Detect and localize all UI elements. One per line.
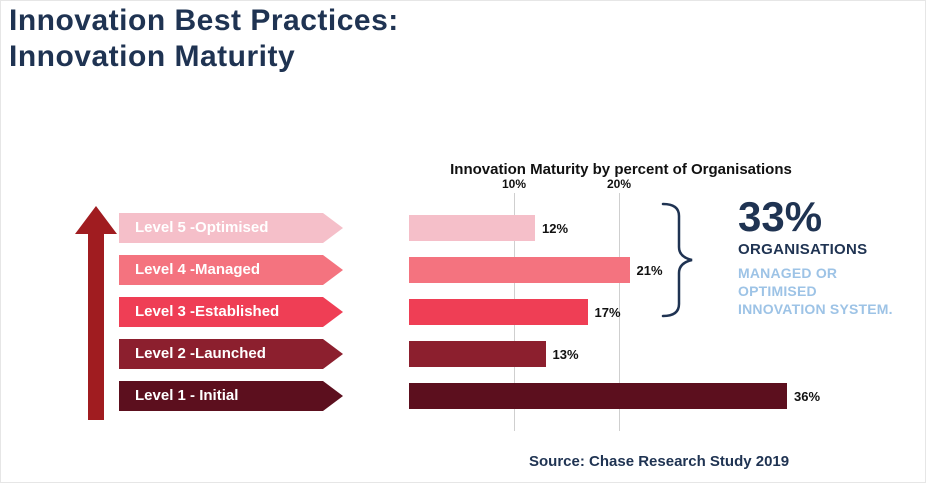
level-label: Level 1 - Initial xyxy=(119,381,343,411)
bar-row: 36% xyxy=(409,381,820,411)
annotation-label: ORGANISATIONS xyxy=(738,241,868,259)
bar-value-label: 12% xyxy=(542,220,569,236)
gridline xyxy=(619,193,620,431)
chart-area: 12% 21% 17% 13% 36% xyxy=(409,193,829,431)
bars-container: 12% 21% 17% 13% 36% xyxy=(409,213,820,411)
source-text: Source: Chase Research Study 2019 xyxy=(529,453,790,470)
axis-tick-label: 10% xyxy=(501,177,527,191)
annotation-block: 33% ORGANISATIONS MANAGED OR OPTIMISED I… xyxy=(738,193,923,319)
bar-row: 12% xyxy=(409,213,820,243)
level-label: Level 2 -Launched xyxy=(119,339,343,369)
brace-icon xyxy=(661,202,693,318)
bar-row: 21% xyxy=(409,255,820,285)
page-title-line2: Innovation Maturity xyxy=(9,40,296,73)
bar xyxy=(409,383,787,409)
bar xyxy=(409,299,588,325)
axis-ticks: 10% 20% xyxy=(409,177,829,193)
page-title: Innovation Best Practices: Innovation Ma… xyxy=(9,3,399,75)
bar-value-label: 36% xyxy=(794,388,821,404)
axis-tick-label: 20% xyxy=(606,177,632,191)
annotation-percentage: 33% xyxy=(738,193,823,240)
bar-row: 13% xyxy=(409,339,820,369)
bar-value-label: 21% xyxy=(636,262,663,278)
level-label: Level 5 -Optimised xyxy=(119,213,343,243)
level-label: Level 3 -Established xyxy=(119,297,343,327)
chart-title: Innovation Maturity by percent of Organi… xyxy=(450,161,792,178)
bar xyxy=(409,215,535,241)
bar xyxy=(409,341,546,367)
bar-value-label: 17% xyxy=(594,304,621,320)
up-arrow-icon xyxy=(75,206,117,420)
level-label: Level 4 -Managed xyxy=(119,255,343,285)
maturity-level-labels: Level 5 -Optimised Level 4 -Managed Level … xyxy=(119,213,343,411)
bar-value-label: 13% xyxy=(552,346,579,362)
bar xyxy=(409,257,630,283)
annotation-detail: MANAGED OR OPTIMISED INNOVATION SYSTEM. xyxy=(738,265,893,318)
bar-row: 17% xyxy=(409,297,820,327)
page-title-line1: Innovation Best Practices: xyxy=(9,4,399,37)
